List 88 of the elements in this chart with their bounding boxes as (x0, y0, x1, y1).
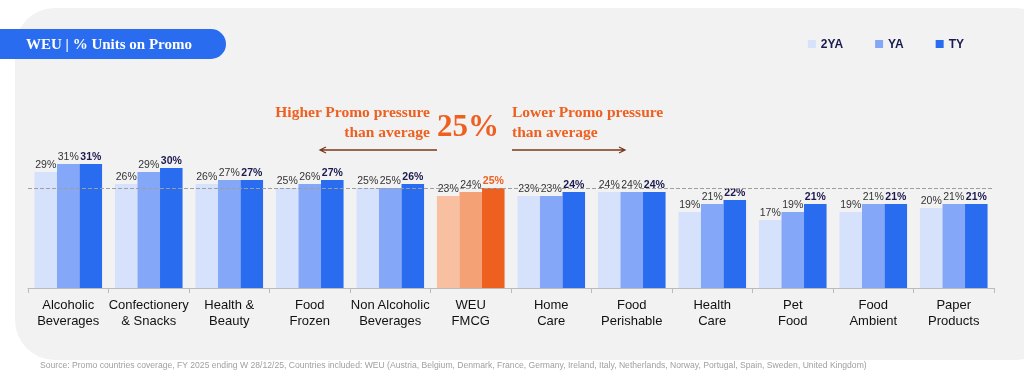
bar (436, 196, 460, 288)
bar (56, 164, 80, 288)
data-label: 26% (402, 169, 424, 182)
bar (79, 164, 103, 288)
bar (678, 212, 701, 288)
bar (195, 184, 218, 288)
chart-title: WEU | % Units on Promo (0, 29, 226, 59)
data-label: 24% (643, 177, 666, 190)
bar (459, 192, 483, 288)
data-label: 26% (196, 169, 218, 182)
data-label: 21% (701, 189, 723, 202)
text: Lower Promo pressure than average (512, 102, 665, 142)
data-label: 21% (943, 189, 965, 202)
legend-label: YA (888, 37, 904, 51)
bar (114, 184, 138, 288)
bar (401, 184, 425, 288)
data-label: 19% (782, 197, 804, 210)
bar (517, 196, 540, 288)
data-label: 21% (965, 189, 988, 202)
source-note: Source: Promo countries coverage, FY 2025 ending W 28/12/25, Countries included: WEU (Austria, Belgium, Denmark, France, Germany, Ireland, Italy, Netherlands, Norway, Portugal, Spain, Sweden, United Kingdom) (40, 360, 867, 370)
bar (34, 172, 57, 288)
data-label: 29% (35, 157, 57, 170)
x-tick-label: Non Alcoholic Beverages (350, 296, 431, 328)
data-label: 29% (138, 157, 160, 170)
data-label: 21% (804, 189, 827, 202)
x-tick-label: WEU FMCG (451, 296, 490, 328)
x-tick-label: Confectionery & Snacks (108, 296, 190, 328)
bar (378, 188, 402, 288)
x-tick-label: Food Frozen (289, 296, 330, 328)
data-label: 31% (57, 149, 79, 162)
bar (919, 208, 943, 288)
bar (781, 212, 805, 288)
data-label: 19% (840, 197, 862, 210)
data-label: 24% (563, 177, 585, 190)
bar (884, 204, 908, 288)
bar (240, 180, 264, 288)
data-label: 27% (321, 165, 344, 178)
data-label: 24% (621, 177, 643, 190)
data-label: 19% (679, 197, 701, 210)
ref-line-label: 25% (437, 108, 499, 144)
x-tick-label: Alcoholic Beverages (37, 296, 100, 328)
x-tick-label: Health & Beauty (204, 296, 255, 328)
data-label: 27% (218, 165, 240, 178)
bar (839, 212, 862, 288)
bar (160, 168, 183, 288)
data-label: 25% (482, 173, 505, 186)
x-tick-label: Food Ambient (849, 296, 898, 328)
bar (562, 192, 586, 288)
data-label: 25% (357, 173, 379, 186)
bar (804, 204, 827, 288)
bar (942, 204, 966, 288)
bar (539, 196, 563, 288)
x-tick-label: Food Perishable (601, 296, 663, 328)
data-label: 24% (460, 177, 482, 190)
text: Higher Promo pressure than average (274, 102, 430, 142)
data-label: 26% (115, 169, 137, 182)
data-label: 24% (598, 177, 620, 190)
bar (620, 192, 644, 288)
data-label: 25% (276, 173, 298, 186)
data-label: 17% (759, 205, 781, 218)
bar (137, 172, 161, 288)
data-label: 30% (160, 153, 183, 166)
data-label: 26% (299, 169, 321, 182)
bar (700, 204, 724, 288)
legend-label: TY (948, 37, 965, 51)
bar (321, 180, 344, 288)
data-label: 21% (885, 189, 907, 202)
bar (643, 192, 666, 288)
x-tick-label: Paper Products (928, 296, 980, 328)
bar (723, 200, 747, 288)
data-label: 25% (379, 173, 401, 186)
legend-label: 2YA (820, 37, 844, 51)
bar (275, 188, 299, 288)
x-tick-label: Pet Food (777, 296, 808, 328)
bar (298, 184, 322, 288)
data-label: 31% (80, 149, 102, 162)
bar (482, 188, 505, 288)
bar (217, 180, 241, 288)
bar (965, 204, 988, 288)
data-label: 21% (862, 189, 884, 202)
bar (356, 188, 379, 288)
data-label: 27% (241, 165, 263, 178)
bar (758, 220, 782, 288)
x-tick-label: Home Care (533, 296, 569, 328)
data-label: 20% (920, 193, 942, 206)
bar (597, 192, 621, 288)
bar (861, 204, 885, 288)
x-tick-label: Health Care (693, 296, 732, 328)
